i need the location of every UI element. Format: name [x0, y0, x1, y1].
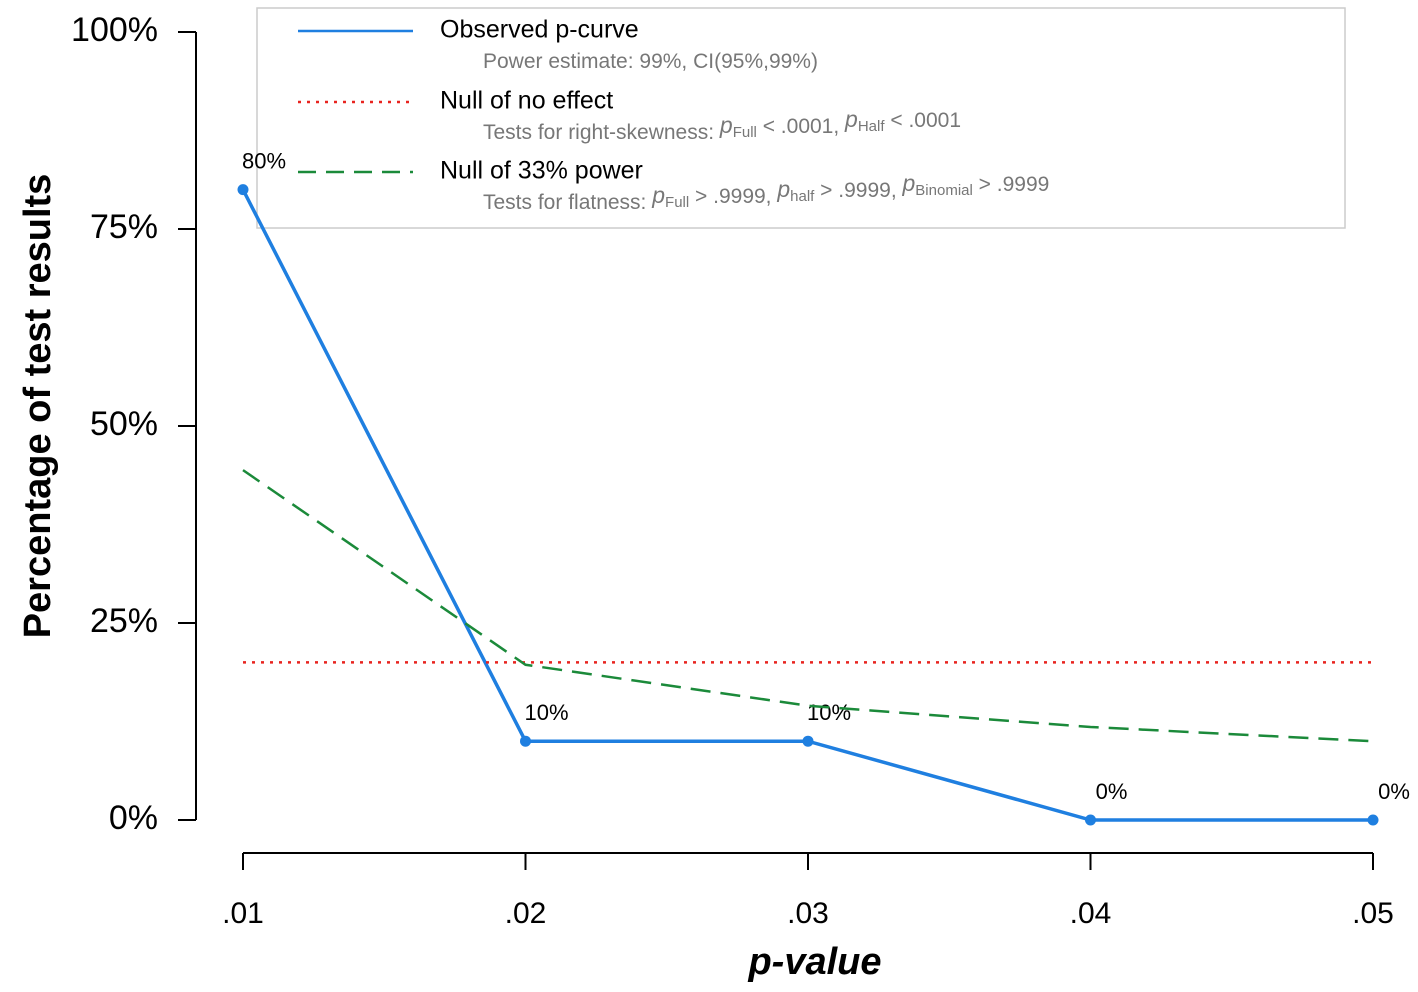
note-text: Tests for flatness: [483, 191, 652, 214]
note-italic: p [651, 182, 665, 208]
value-label: 10% [807, 700, 851, 725]
y-tick-label: 0% [109, 799, 158, 837]
legend-label: Null of no effect [440, 87, 613, 115]
note-text: > .9999 [973, 173, 1049, 196]
point [1367, 814, 1379, 826]
note-subscript: Binomial [915, 182, 973, 199]
note-subscript: Full [665, 194, 689, 211]
note-text: Power estimate: 99%, CI(95%,99%) [483, 50, 818, 73]
value-label: 80% [242, 148, 286, 173]
legend-note: Tests for flatness: ​pFull​ > .9999, ​ph… [483, 170, 1049, 213]
x-tick-label: .02 [505, 897, 547, 930]
note-text: < .0001, [757, 115, 845, 138]
x-tick-label: .01 [222, 897, 264, 930]
note-italic: p [902, 170, 916, 196]
note-text: < .0001 [885, 109, 961, 132]
note-italic: p [719, 112, 733, 138]
note-italic: p [776, 176, 790, 202]
point [1085, 814, 1096, 826]
y-axis-label: Percentage of test results [17, 174, 59, 639]
x-tick-label: .03 [787, 897, 829, 930]
y-tick-label: 50% [90, 405, 158, 443]
note-text: Tests for right-skewness: [483, 121, 720, 144]
point [520, 735, 531, 747]
value-label: 0% [1096, 779, 1128, 804]
legend-note: Power estimate: 99%, CI(95%,99%)​ [483, 50, 818, 73]
y-tick-label: 75% [90, 208, 158, 246]
series-line [241, 188, 1373, 822]
legend-label: Observed p-curve [440, 16, 639, 44]
point [237, 184, 249, 196]
note-text: > .9999, [814, 179, 902, 202]
legend-label: Null of 33% power [440, 157, 643, 185]
legend-note: Tests for right-skewness: ​pFull​ < .000… [483, 106, 961, 143]
note-italic: p [844, 106, 858, 132]
note-subscript: Half [858, 118, 886, 135]
point [802, 735, 814, 747]
note-subscript: Full [733, 124, 757, 141]
x-tick-label: .04 [1070, 897, 1112, 930]
y-tick-label: 100% [71, 11, 158, 49]
y-tick-label: 25% [90, 602, 158, 640]
x-axis-label: p-value [747, 941, 881, 983]
x-tick-label: .05 [1352, 897, 1394, 930]
value-label: 0% [1378, 779, 1410, 804]
note-subscript: half [790, 188, 815, 205]
legend [256, 7, 1346, 229]
note-text: > .9999, [689, 185, 777, 208]
series-line [242, 469, 1374, 743]
value-label: 10% [524, 700, 568, 725]
